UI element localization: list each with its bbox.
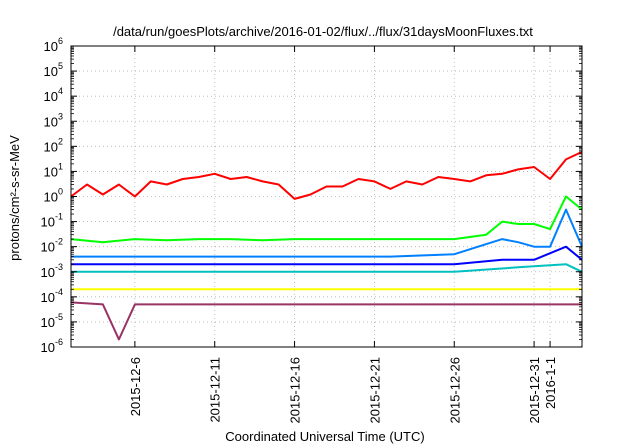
y-tick-label: 106 bbox=[44, 36, 63, 54]
y-tick-label: 100 bbox=[44, 187, 63, 205]
x-tick-label: 2015-12-21 bbox=[367, 357, 382, 424]
series-line bbox=[70, 150, 583, 200]
y-tick-label: 102 bbox=[44, 136, 63, 154]
y-tick-label: 10-5 bbox=[41, 312, 63, 330]
x-tick-label: 2016-1-1 bbox=[543, 357, 558, 409]
x-axis-ticks: 2015-12-6 2015-12-11 2015-12-16 2015-12-21 2… bbox=[128, 46, 558, 424]
y-tick-label: 104 bbox=[44, 86, 63, 104]
x-tick-label: 2015-12-31 bbox=[527, 357, 542, 424]
y-tick-label: 10-3 bbox=[41, 262, 63, 280]
y-axis-ticks: 10-6 10-5 10-4 10-3 10-2 10-1 100 101 102 103 104 1… bbox=[41, 36, 582, 355]
series-layer bbox=[70, 150, 583, 341]
chart-title: /data/run/goesPlots/archive/2016-01-02/f… bbox=[113, 24, 533, 39]
series-line bbox=[70, 195, 583, 244]
y-tick-label: 10-6 bbox=[41, 337, 63, 355]
y-axis-label: protons/cm²-s-sr-MeV bbox=[7, 135, 22, 261]
x-tick-label: 2015-12-16 bbox=[288, 357, 303, 424]
y-tick-label: 10-1 bbox=[41, 212, 63, 230]
y-tick-label: 10-2 bbox=[41, 237, 63, 255]
y-tick-label: 101 bbox=[44, 161, 63, 179]
gridlines bbox=[71, 46, 582, 347]
y-tick-label: 10-4 bbox=[41, 287, 63, 305]
series-line bbox=[71, 263, 583, 273]
x-tick-label: 2015-12-11 bbox=[208, 357, 223, 423]
x-axis-label: Coordinated Universal Time (UTC) bbox=[225, 429, 424, 444]
y-tick-label: 105 bbox=[44, 61, 63, 79]
series-line bbox=[70, 301, 582, 341]
series-line bbox=[71, 208, 583, 258]
y-tick-label: 103 bbox=[44, 111, 63, 129]
x-tick-label: 2015-12-6 bbox=[128, 357, 143, 416]
series-line bbox=[71, 245, 583, 266]
x-tick-label: 2015-12-26 bbox=[447, 357, 462, 424]
